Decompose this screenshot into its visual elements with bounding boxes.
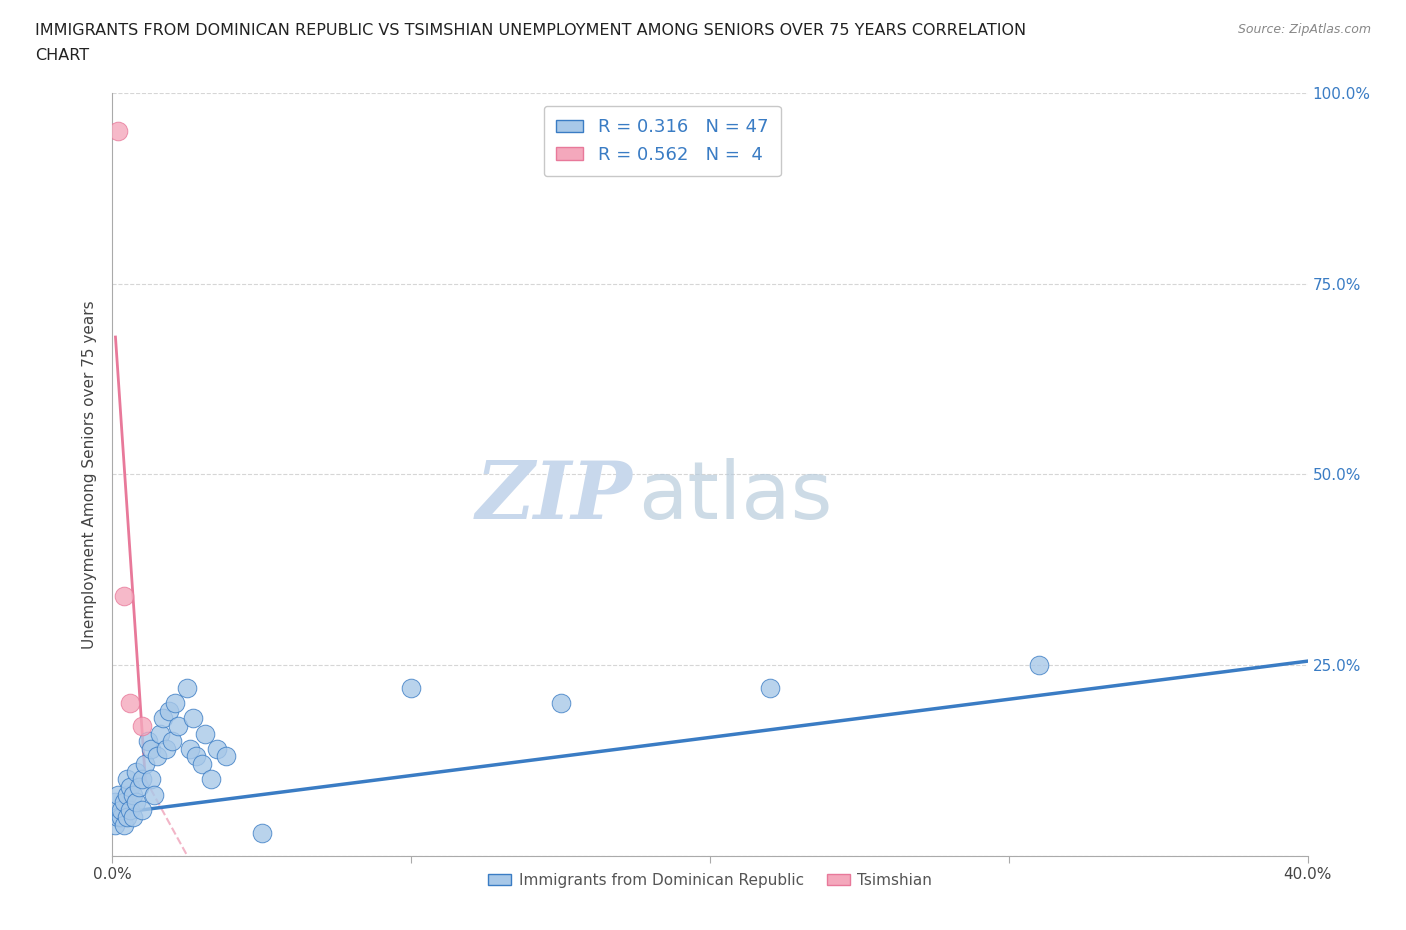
Point: [114, 795, 135, 810]
Point: [122, 787, 145, 802]
Point: [125, 795, 148, 810]
Point: [200, 772, 222, 787]
Point: [128, 779, 150, 794]
Point: [205, 741, 228, 756]
Point: [107, 810, 129, 825]
Point: [117, 810, 139, 825]
Point: [131, 719, 153, 734]
Point: [176, 681, 198, 696]
Point: [146, 749, 169, 764]
Point: [167, 719, 190, 734]
Point: [120, 803, 142, 817]
Point: [162, 734, 183, 749]
Point: [114, 817, 135, 832]
Point: [1028, 658, 1050, 672]
Point: [104, 795, 127, 810]
Point: [141, 741, 163, 756]
Point: [114, 589, 135, 604]
Point: [134, 757, 156, 772]
Point: [110, 803, 132, 817]
Point: [125, 764, 148, 779]
Point: [117, 787, 139, 802]
Point: [107, 124, 129, 139]
Point: [157, 703, 180, 718]
Point: [120, 696, 142, 711]
Text: ZIP: ZIP: [475, 458, 633, 536]
Text: Source: ZipAtlas.com: Source: ZipAtlas.com: [1237, 23, 1371, 36]
Point: [194, 726, 217, 741]
Text: IMMIGRANTS FROM DOMINICAN REPUBLIC VS TSIMSHIAN UNEMPLOYMENT AMONG SENIORS OVER : IMMIGRANTS FROM DOMINICAN REPUBLIC VS TS…: [35, 23, 1026, 38]
Point: [181, 711, 204, 725]
Point: [149, 726, 172, 741]
Point: [215, 749, 238, 764]
Point: [165, 696, 187, 711]
Text: atlas: atlas: [638, 458, 832, 537]
Point: [141, 772, 163, 787]
Point: [550, 696, 572, 711]
Point: [186, 749, 208, 764]
Point: [110, 810, 132, 825]
Point: [117, 772, 139, 787]
Point: [179, 741, 201, 756]
Legend: Immigrants from Dominican Republic, Tsimshian: Immigrants from Dominican Republic, Tsim…: [482, 867, 938, 894]
Point: [131, 803, 153, 817]
Point: [155, 741, 177, 756]
Point: [120, 779, 142, 794]
Point: [143, 787, 166, 802]
Point: [191, 757, 214, 772]
Y-axis label: Unemployment Among Seniors over 75 years: Unemployment Among Seniors over 75 years: [82, 300, 97, 648]
Point: [138, 734, 160, 749]
Point: [250, 825, 273, 840]
Point: [107, 787, 129, 802]
Point: [401, 681, 423, 696]
Point: [122, 810, 145, 825]
Text: CHART: CHART: [35, 48, 89, 63]
Point: [759, 681, 782, 696]
Point: [131, 772, 153, 787]
Point: [104, 817, 127, 832]
Point: [152, 711, 174, 725]
